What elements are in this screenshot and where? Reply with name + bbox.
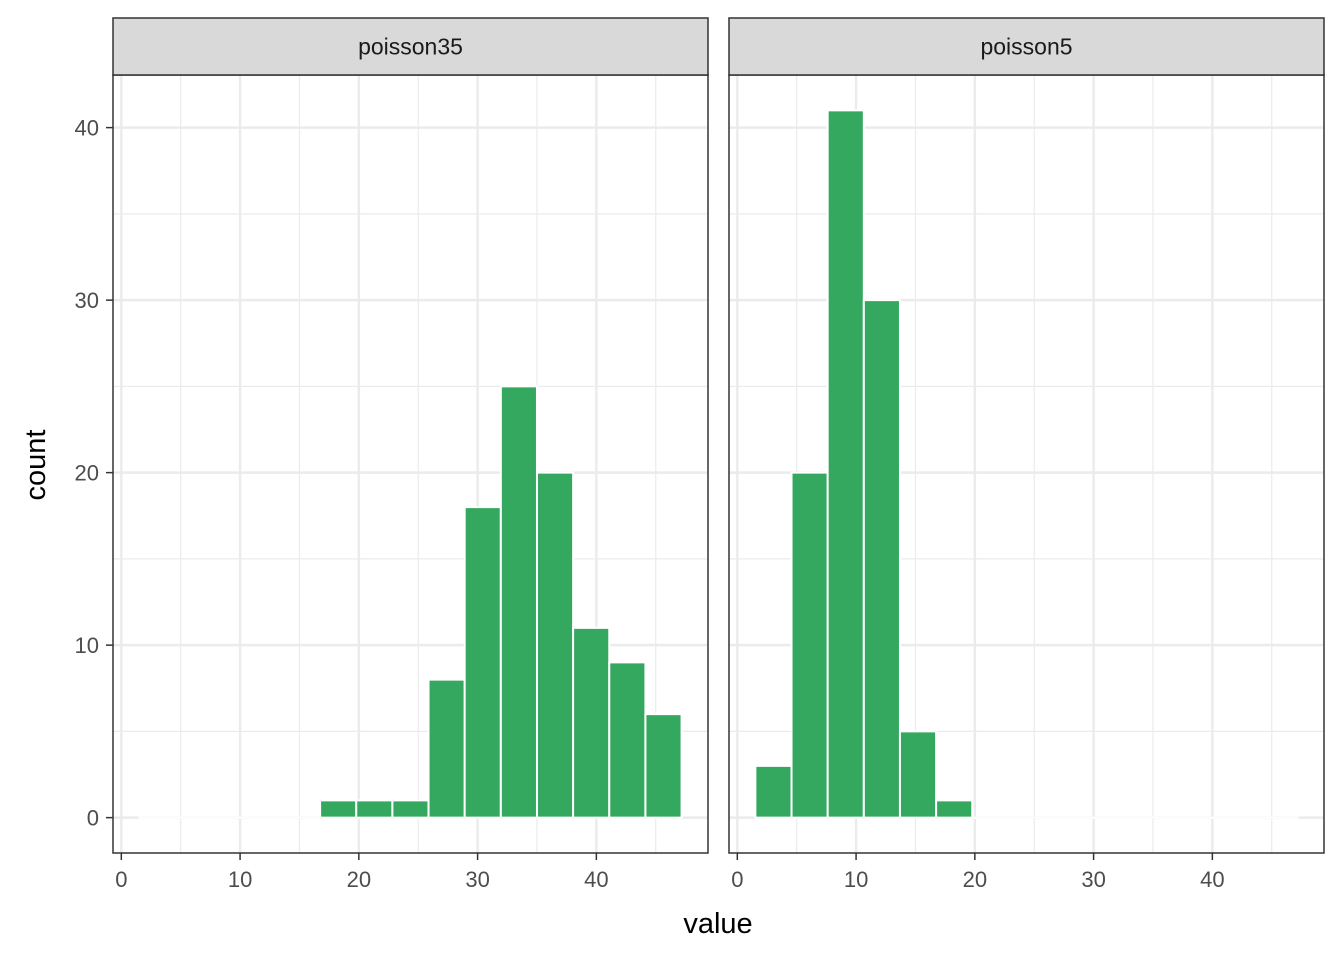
histogram-bar bbox=[320, 800, 356, 817]
histogram-bar bbox=[900, 731, 936, 817]
x-tick-label: 10 bbox=[228, 867, 252, 892]
histogram-bar bbox=[392, 800, 428, 817]
histogram-bar bbox=[609, 662, 645, 817]
histogram-bar bbox=[828, 110, 864, 817]
y-tick-label: 0 bbox=[87, 806, 99, 831]
x-tick-label: 40 bbox=[1200, 867, 1224, 892]
y-tick-label: 20 bbox=[75, 461, 99, 486]
x-axis-title: value bbox=[683, 908, 752, 940]
facet-strip-label: poisson35 bbox=[358, 34, 463, 60]
facet-panel-poisson5: poisson5 0 10 20 30 40 bbox=[729, 18, 1324, 892]
x-tick-label: 20 bbox=[347, 867, 371, 892]
y-tick-label: 40 bbox=[75, 116, 99, 141]
y-axis: 0 10 20 30 40 bbox=[75, 116, 113, 831]
histogram-bar bbox=[465, 507, 501, 818]
histogram-bar bbox=[356, 800, 392, 817]
x-tick-label: 20 bbox=[963, 867, 987, 892]
x-tick-label: 30 bbox=[465, 867, 489, 892]
y-axis-title: count bbox=[20, 430, 52, 501]
facet-strip-label: poisson5 bbox=[980, 34, 1072, 60]
x-tick-label: 0 bbox=[115, 867, 127, 892]
x-tick-label: 40 bbox=[584, 867, 608, 892]
histogram-bar bbox=[501, 386, 537, 817]
facet-panel-poisson35: poisson35 0 10 20 30 40 bbox=[113, 18, 708, 892]
histogram-bar bbox=[792, 473, 828, 818]
histogram-bar bbox=[864, 300, 900, 818]
x-tick-label: 30 bbox=[1081, 867, 1105, 892]
x-tick-label: 10 bbox=[844, 867, 868, 892]
histogram-bar bbox=[537, 473, 573, 818]
panels-layer: poisson35 0 10 20 30 40 poisson5 0 10 20 30 40 bbox=[113, 18, 1324, 892]
histogram-bar bbox=[429, 680, 465, 818]
histogram-bar bbox=[645, 714, 681, 818]
histogram-bar bbox=[573, 628, 609, 818]
y-tick-label: 10 bbox=[75, 633, 99, 658]
x-tick-label: 0 bbox=[731, 867, 743, 892]
histogram-bar bbox=[936, 800, 972, 817]
y-tick-label: 30 bbox=[75, 288, 99, 313]
histogram-bar bbox=[755, 766, 791, 818]
